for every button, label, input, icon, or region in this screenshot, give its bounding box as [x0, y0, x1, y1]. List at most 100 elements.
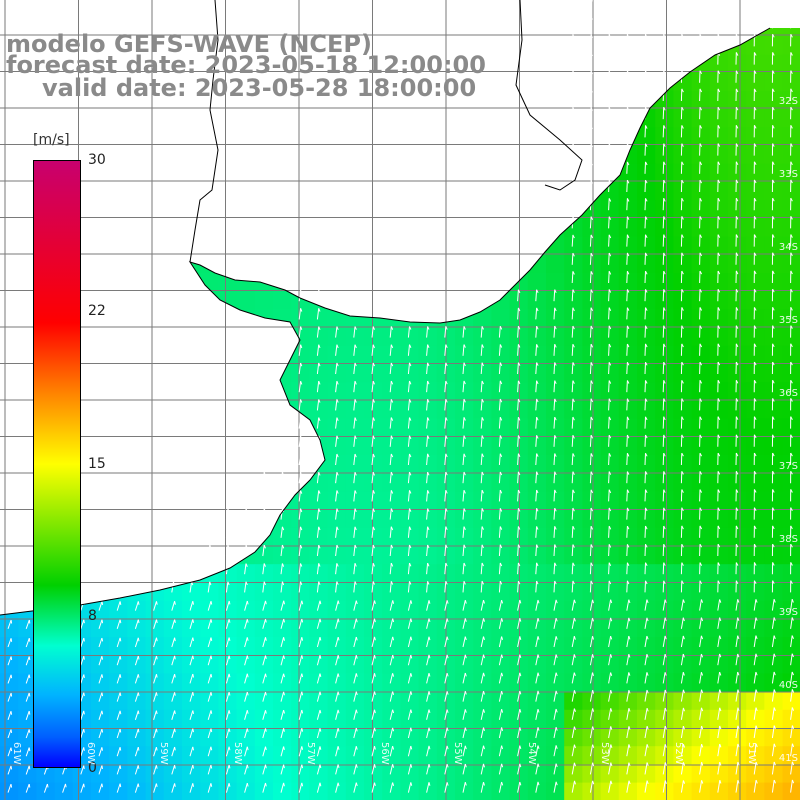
- wind-speed-cell: [418, 709, 438, 729]
- wind-arrow-shaft: [553, 636, 557, 648]
- wind-arrow: [298, 691, 304, 702]
- wind-speed-cell: [364, 418, 383, 438]
- wind-arrow-head: [608, 179, 612, 184]
- wind-arrow-shaft: [353, 399, 356, 411]
- wind-arrow-head: [682, 672, 685, 676]
- wind-arrow-head: [590, 434, 594, 439]
- wind-speed-cell: [400, 345, 420, 365]
- wind-arrow: [753, 70, 757, 83]
- wind-arrow-shaft: [608, 16, 610, 29]
- wind-speed-cell: [91, 691, 110, 711]
- wind-arrow-shaft: [389, 618, 394, 629]
- wind-arrow-shaft: [498, 562, 501, 575]
- wind-arrow-head: [555, 690, 558, 695]
- wind-arrow-head: [755, 707, 758, 712]
- wind-speed-cell: [546, 309, 565, 329]
- wind-speed-cell: [600, 746, 620, 765]
- wind-speed-cell: [18, 691, 37, 711]
- wind-speed-cell: [127, 600, 147, 620]
- wind-speed-cell: [527, 618, 547, 638]
- wind-speed-cell: [18, 637, 37, 656]
- wind-speed-cell: [709, 182, 729, 201]
- wind-arrow-shaft: [662, 599, 666, 611]
- wind-arrow-shaft: [571, 562, 574, 575]
- wind-arrow-shaft: [335, 362, 338, 375]
- wind-arrow: [444, 672, 449, 684]
- wind-arrow-head: [681, 307, 684, 311]
- wind-arrow: [608, 0, 612, 11]
- wind-arrow-head: [590, 453, 594, 457]
- wind-arrow-shaft: [7, 692, 12, 702]
- wind-speed-cell: [345, 436, 365, 456]
- wind-arrow-shaft: [589, 416, 592, 429]
- wind-speed-cell: [618, 200, 638, 219]
- wind-arrow-head: [300, 326, 303, 330]
- wind-speed-cell: [746, 145, 765, 165]
- wind-arrow-head: [554, 416, 557, 421]
- wind-arrow: [171, 601, 176, 611]
- wind-speed-cell: [673, 345, 693, 365]
- wind-speed-cell: [254, 637, 274, 656]
- wind-speed-cell: [764, 655, 784, 674]
- wind-speed-cell: [618, 345, 638, 365]
- wind-arrow-shaft: [626, 307, 628, 320]
- wind-speed-cell: [655, 564, 674, 583]
- wind-speed-cell: [728, 509, 747, 529]
- wind-arrow-shaft: [353, 453, 356, 466]
- wind-speed-cell: [782, 600, 800, 620]
- wind-speed-cell: [218, 582, 238, 602]
- wind-speed-cell: [345, 746, 365, 765]
- wind-arrow: [790, 0, 793, 11]
- wind-arrow: [644, 0, 648, 11]
- wind-speed-cell: [455, 527, 474, 547]
- wind-arrow: [189, 710, 194, 720]
- wind-speed-cell: [236, 655, 256, 674]
- wind-arrow-shaft: [662, 289, 665, 302]
- wind-speed-cell: [782, 327, 800, 347]
- wind-arrow: [298, 453, 303, 466]
- wind-speed-cell: [473, 709, 492, 729]
- wind-arrow-shaft: [480, 709, 484, 720]
- wind-arrow: [207, 581, 212, 593]
- wind-speed-cell: [746, 600, 765, 620]
- wind-arrow-shaft: [25, 710, 30, 720]
- wind-speed-cell: [473, 491, 492, 511]
- wind-arrow-shaft: [407, 600, 412, 611]
- wind-speed-cell: [345, 600, 365, 620]
- wind-arrow-shaft: [571, 234, 574, 247]
- wind-arrow-shaft: [426, 508, 429, 520]
- wind-arrow-head: [608, 252, 612, 257]
- wind-speed-cell: [382, 527, 401, 547]
- wind-arrow-head: [790, 543, 793, 548]
- wind-speed-cell: [309, 618, 329, 638]
- wind-arrow-shaft: [207, 655, 212, 666]
- wind-arrow: [717, 398, 721, 411]
- wind-arrow-head: [772, 361, 775, 366]
- wind-arrow: [589, 198, 594, 211]
- wind-speed-cell: [709, 673, 729, 693]
- wind-arrow-head: [753, 470, 757, 475]
- wind-arrow-head: [517, 380, 521, 385]
- wind-arrow-head: [390, 490, 394, 494]
- wind-arrow-head: [409, 435, 412, 440]
- wind-arrow-head: [753, 197, 757, 202]
- wind-arrow-shaft: [462, 581, 465, 593]
- wind-arrow: [462, 398, 466, 411]
- wind-speed-cell: [637, 364, 656, 383]
- wind-arrow-head: [737, 689, 740, 693]
- wind-arrow-head: [735, 161, 739, 166]
- wind-arrow-head: [755, 671, 758, 676]
- wind-arrow-shaft: [644, 325, 646, 338]
- wind-arrow: [444, 380, 448, 393]
- wind-arrow: [753, 489, 757, 502]
- wind-arrow: [626, 580, 630, 593]
- wind-arrow: [662, 197, 666, 211]
- wind-arrow-head: [83, 656, 85, 660]
- wind-arrow-head: [372, 399, 375, 403]
- wind-arrow-head: [554, 562, 557, 567]
- wind-arrow-head: [772, 216, 775, 220]
- wind-arrow-head: [281, 563, 285, 567]
- wind-speed-cell: [400, 436, 420, 456]
- wind-arrow-head: [573, 0, 575, 2]
- wind-speed-cell: [400, 709, 420, 729]
